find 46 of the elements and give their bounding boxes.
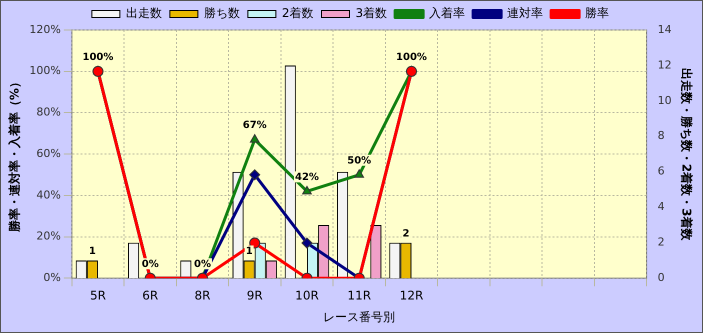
y-tick-label: 0%: [43, 271, 61, 284]
legend-label: 連対率: [507, 6, 544, 20]
data-label: 1: [246, 246, 253, 258]
y-tick-label: 40%: [36, 188, 61, 202]
y2-tick-label: 0: [658, 271, 665, 284]
y2-tick-label: 14: [658, 22, 672, 36]
y-tick-label: 100%: [29, 64, 61, 78]
legend-label: 2着数: [282, 6, 314, 20]
data-label: 1: [88, 246, 96, 258]
point: [354, 169, 364, 178]
data-label: 100%: [82, 52, 114, 63]
legend-label: 勝率: [585, 6, 610, 20]
data-label: 100%: [396, 52, 427, 63]
x-tick-label: 9R: [246, 288, 263, 303]
y2-tick-label: 10: [658, 94, 672, 107]
y2-tick-label: 6: [658, 164, 665, 178]
data-label: 0%: [142, 258, 159, 270]
point: [249, 169, 260, 180]
data-label: 2: [402, 228, 410, 240]
point: [302, 186, 312, 194]
y2-tick-label: 2: [658, 236, 665, 249]
legend-label: 3着数: [356, 6, 388, 20]
y2-tick-label: 12: [658, 58, 672, 72]
data-label: 0%: [194, 258, 211, 270]
y-tick-label: 120%: [29, 22, 61, 36]
y2-tick-label: 8: [658, 129, 665, 142]
x-tick-label: 10R: [295, 288, 319, 303]
x-tick-label: 11R: [347, 288, 372, 303]
legend-label: 勝ち数: [204, 6, 240, 20]
y-axis-title: 勝率・連対率・入着率（%）: [7, 76, 22, 234]
legend-label: 入着率: [429, 6, 466, 20]
x-tick-label: 6R: [142, 288, 158, 303]
x-axis-title: レース番号別: [323, 310, 396, 324]
data-label: 67%: [242, 120, 267, 132]
y2-tick-label: 4: [658, 200, 665, 214]
y-tick-label: 80%: [36, 106, 61, 119]
point: [250, 134, 260, 143]
x-tick-label: 12R: [400, 288, 424, 303]
data-label: 42%: [295, 172, 319, 183]
x-tick-label: 8R: [194, 288, 210, 303]
data-label: 50%: [347, 155, 372, 166]
y-tick-label: 60%: [36, 146, 61, 160]
y2-axis-title: 出走数・勝ち数・2着数・3着数: [680, 68, 694, 242]
x-tick-label: 5R: [90, 288, 106, 303]
y-tick-label: 20%: [36, 230, 61, 243]
legend-label: 出走数: [126, 6, 162, 20]
